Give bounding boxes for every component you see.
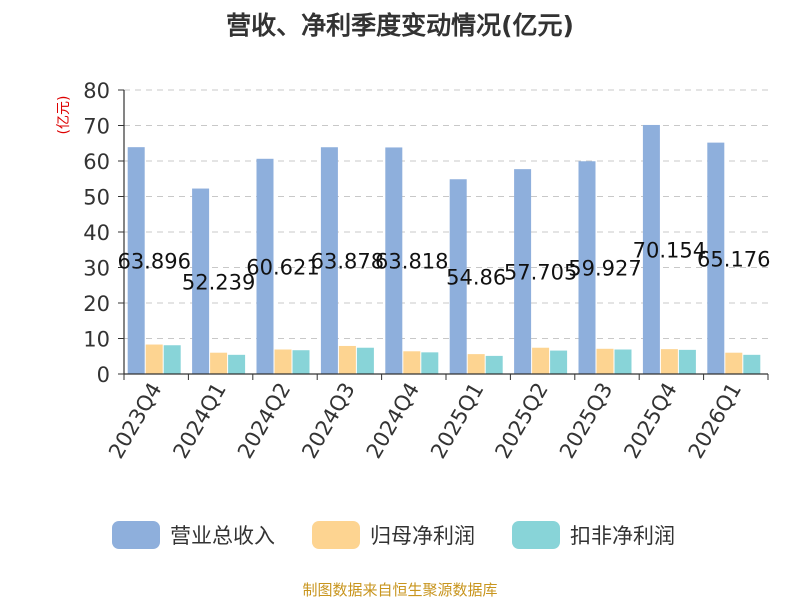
y-axis-unit-label: (亿元) <box>56 96 72 135</box>
y-tick-label: 30 <box>83 257 110 281</box>
legend-label: 归母净利润 <box>370 524 475 548</box>
legend-swatch <box>112 521 160 549</box>
bar-series-2 <box>292 350 310 374</box>
x-tick-label: 2023Q4 <box>104 379 166 463</box>
y-axis-ticks: 0 10 20 30 40 50 60 70 80 <box>83 79 124 387</box>
grid-lines <box>124 89 768 339</box>
x-tick-label: 2024Q3 <box>297 379 359 463</box>
x-tick-label: 2026Q1 <box>684 379 746 463</box>
bar-series-0 <box>707 142 725 374</box>
bar-series-2 <box>678 349 696 374</box>
data-label: 63.878 <box>311 250 384 274</box>
bar-series-2 <box>228 354 246 374</box>
x-tick-label: 2024Q1 <box>168 379 230 463</box>
bar-series-1 <box>145 344 163 374</box>
data-label: 70.154 <box>633 238 706 262</box>
x-tick-label: 2025Q1 <box>426 379 488 463</box>
bar-series-1 <box>532 347 550 374</box>
x-tick-label: 2024Q4 <box>362 379 424 463</box>
x-tick-label: 2025Q3 <box>555 379 617 463</box>
bar-series-1 <box>210 352 228 374</box>
y-tick-label: 40 <box>83 221 110 245</box>
bar-series-1 <box>403 351 421 374</box>
bar-series-2 <box>163 345 181 374</box>
x-axis-ticks: 2023Q4 2024Q1 2024Q2 2024Q3 2024Q4 2025Q1 2025… <box>104 374 769 463</box>
chart-title: 营收、净利季度变动情况(亿元) <box>226 11 574 40</box>
bar-series-2 <box>485 355 503 374</box>
x-tick-label: 2025Q2 <box>490 379 552 463</box>
x-tick-label: 2024Q2 <box>233 379 295 463</box>
data-label: 63.896 <box>117 250 190 274</box>
bar-series-2 <box>614 349 632 374</box>
bar-series-0 <box>385 147 403 374</box>
bar-series-0 <box>578 161 596 374</box>
source-note: 制图数据来自恒生聚源数据库 <box>302 581 497 599</box>
legend-label: 营业总收入 <box>170 524 275 548</box>
y-tick-label: 20 <box>83 292 110 316</box>
bar-series-1 <box>660 349 678 374</box>
bar-series-1 <box>338 345 356 374</box>
bar-series-0 <box>320 147 338 374</box>
y-tick-label: 60 <box>83 150 110 174</box>
bar-series-0 <box>192 188 210 374</box>
data-label: 54.86 <box>446 266 506 290</box>
legend-label: 扣非净利润 <box>570 524 675 548</box>
data-label: 59.927 <box>568 257 641 281</box>
bar-series-2 <box>421 352 439 374</box>
bar-series-0 <box>449 179 467 374</box>
bar-series-2 <box>356 347 374 374</box>
bar-series-1 <box>274 349 292 374</box>
data-labels: 63.89652.23960.62163.87863.81854.8657.70… <box>117 238 770 294</box>
x-tick-label: 2025Q4 <box>619 379 681 463</box>
legend-swatch <box>312 521 360 549</box>
data-label: 52.239 <box>182 270 255 294</box>
data-label: 63.818 <box>375 250 448 274</box>
bar-series-0 <box>127 147 145 374</box>
y-tick-label: 80 <box>83 79 110 103</box>
bar-series-1 <box>596 348 614 374</box>
bar-series-0 <box>514 169 532 374</box>
y-tick-label: 70 <box>83 115 110 139</box>
y-tick-label: 10 <box>83 328 110 352</box>
data-label: 60.621 <box>246 255 319 279</box>
bars <box>127 124 761 374</box>
bar-series-1 <box>467 354 485 374</box>
data-label: 65.176 <box>697 247 770 271</box>
y-tick-label: 50 <box>83 186 110 210</box>
legend: 营业总收入 归母净利润 扣非净利润 <box>112 521 675 549</box>
legend-swatch <box>512 521 560 549</box>
bar-series-0 <box>642 124 660 374</box>
bar-series-1 <box>725 352 743 374</box>
bar-series-0 <box>256 158 274 374</box>
bar-series-2 <box>550 350 568 374</box>
y-tick-label: 0 <box>97 363 110 387</box>
data-label: 57.705 <box>504 261 577 285</box>
bar-series-2 <box>743 354 761 374</box>
